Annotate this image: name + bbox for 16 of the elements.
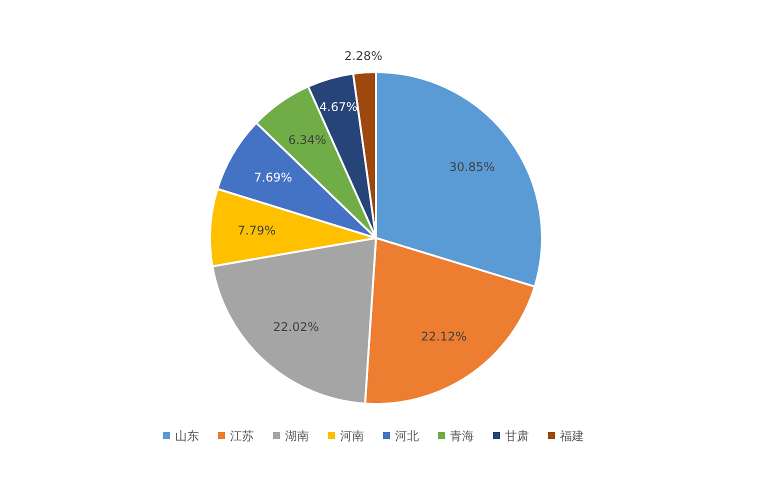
data-label: 22.12% [420,329,467,344]
legend-label: 河南 [340,429,364,443]
legend-label: 江苏 [230,429,254,443]
data-label: 30.85% [449,160,495,174]
legend-label: 湖南 [285,429,309,443]
legend-label: 山东 [175,429,199,443]
data-label: 7.79% [238,223,276,238]
data-label: 4.67% [319,100,358,114]
data-label: 2.28% [344,48,382,63]
legend-label: 甘肃 [505,429,529,443]
legend-label: 河北 [395,429,419,443]
data-label: 6.34% [288,133,326,148]
legend-label: 青海 [450,429,474,443]
data-label: 22.02% [273,320,319,334]
data-label: 7.69% [254,170,292,184]
legend-label: 福建 [560,429,584,443]
